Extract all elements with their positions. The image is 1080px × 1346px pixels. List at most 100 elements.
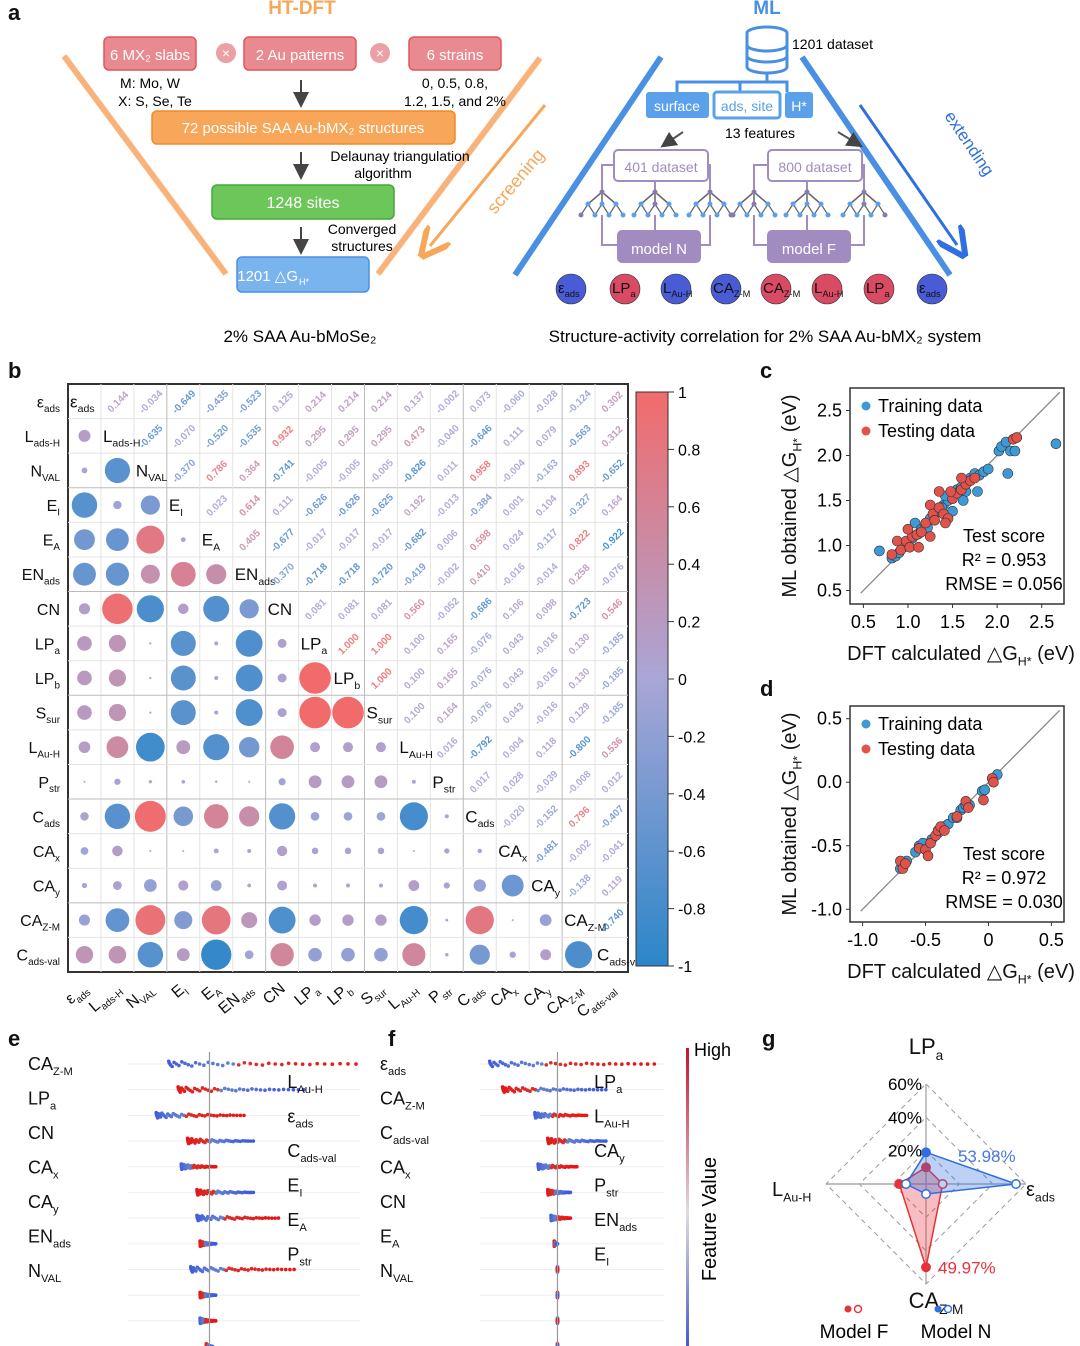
tree-node: [613, 201, 619, 207]
shap-point: [519, 1060, 524, 1065]
feature-box-h-label: H*: [791, 98, 807, 114]
correlation-circle: [277, 708, 287, 718]
diagonal-label: LPa: [301, 634, 328, 657]
tree-leaf: [659, 212, 665, 218]
colorbar-tick-label: -0.2: [678, 729, 706, 746]
tree-node: [707, 189, 713, 195]
shap-point: [215, 1062, 220, 1067]
data-point: [972, 486, 983, 497]
feature-box-surface-label: surface: [654, 98, 700, 114]
shap-point: [218, 1113, 222, 1117]
correlation-circle: [509, 951, 516, 958]
correlation-circle: [180, 537, 186, 543]
shap-point: [568, 1216, 573, 1220]
shap-point: [158, 1115, 163, 1119]
feature-badge: [609, 273, 641, 305]
shap-point: [224, 1113, 229, 1118]
correlation-circle: [443, 882, 450, 889]
shap-point: [561, 1087, 566, 1091]
shap-point: [584, 1113, 589, 1118]
correlation-circle: [148, 780, 153, 784]
feature-label-right: EI: [594, 1245, 609, 1269]
correlation-circle: [375, 914, 387, 926]
data-point: [895, 544, 907, 556]
correlation-circle: [78, 741, 91, 754]
shap-point: [283, 1267, 288, 1272]
data-point: [988, 776, 999, 788]
ml-title: ML: [753, 0, 781, 19]
row-label-main: L: [29, 740, 38, 757]
x-axis-label: DFT calculated △GH* (eV): [847, 643, 1075, 669]
feature-label-right: εads: [287, 1107, 313, 1131]
correlation-circle: [203, 595, 230, 622]
ht-dft-title: HT-DFT: [268, 0, 336, 19]
shap-point: [240, 1216, 244, 1221]
strains-note-1: 0, 0.5, 0.8,: [422, 75, 488, 91]
shap-point: [276, 1216, 281, 1220]
shap-point: [595, 1087, 600, 1092]
feature-badge-label: LPa: [612, 280, 636, 299]
tree-leaf: [592, 212, 598, 218]
correlation-circle: [244, 950, 254, 960]
correlation-circle: [276, 845, 288, 857]
feature-label-left-sub: x: [405, 1170, 411, 1182]
feature-badge: [710, 273, 742, 305]
shap-point: [530, 1086, 535, 1091]
row-label: CAx: [33, 844, 60, 864]
correlation-circle: [411, 779, 416, 784]
legend-label: Testing data: [878, 421, 976, 441]
data-point: [933, 486, 945, 497]
feature-badge-label: εads: [558, 280, 580, 299]
feature-label-left-main: N: [28, 1261, 41, 1281]
funnel-right-edge: [375, 56, 543, 276]
box-strains: [408, 36, 502, 71]
data-point: [913, 542, 924, 553]
correlation-circle: [247, 848, 252, 853]
column-label-main: LP: [324, 984, 350, 1010]
parity-plot-c: 0.5 1.0 1.5 2.0 2.5 0.5 1.0 1.5 2.0 2.5 DFT calcul…: [779, 387, 1075, 669]
data-point: [874, 545, 885, 557]
row-label-sub: ads: [44, 819, 60, 830]
legend-marker-open: [943, 1304, 953, 1314]
shap-point: [212, 1113, 216, 1118]
shap-point: [576, 1087, 580, 1092]
y-tick-label: 2.0: [817, 446, 842, 466]
correlation-circle: [149, 711, 152, 714]
feature-label-left: CAx: [28, 1158, 59, 1182]
shap-point: [186, 1062, 191, 1067]
row-label-sub: x: [55, 853, 60, 864]
model-n-tree: [601, 149, 711, 263]
row-label-sub: ads-H: [34, 438, 60, 449]
shap-point: [216, 1217, 221, 1222]
x-tick-label: 2.0: [985, 612, 1010, 632]
feature-badge-label: LPa: [866, 280, 890, 299]
shap-point: [258, 1088, 263, 1092]
correlation-circle: [377, 847, 385, 855]
shap-point: [209, 1089, 214, 1094]
colorbar-tick-label: 1: [678, 385, 687, 402]
times-icon: [216, 43, 236, 63]
correlation-circle: [213, 848, 219, 854]
shap-point: [253, 1267, 257, 1272]
shap-point: [200, 1113, 204, 1118]
shap-point: [241, 1087, 246, 1092]
feature-badge-label-main: LP: [612, 280, 630, 297]
shap-point: [490, 1064, 495, 1069]
feature-label-left: CN: [28, 1123, 54, 1143]
legend-marker-open: [853, 1304, 863, 1314]
feature-label-left-main: N: [380, 1261, 393, 1281]
feature-label-left-main: LP: [28, 1089, 50, 1109]
shap-point: [260, 1216, 265, 1221]
feature-badge: [660, 273, 692, 305]
correlation-circle: [235, 664, 263, 692]
feature-label-right: CAy: [594, 1141, 625, 1165]
column-label: CN: [260, 980, 289, 1008]
correlation-circle: [178, 603, 189, 615]
radar-axis-label-right-main: ε: [1026, 1179, 1035, 1201]
diagonal-label: εads: [70, 392, 95, 415]
feature-label-right: LAu-H: [287, 1072, 322, 1096]
decision-trees: [578, 189, 888, 218]
tree-node: [847, 201, 853, 207]
feature-label-right-main: ε: [287, 1107, 295, 1127]
shap-point: [354, 1062, 358, 1066]
